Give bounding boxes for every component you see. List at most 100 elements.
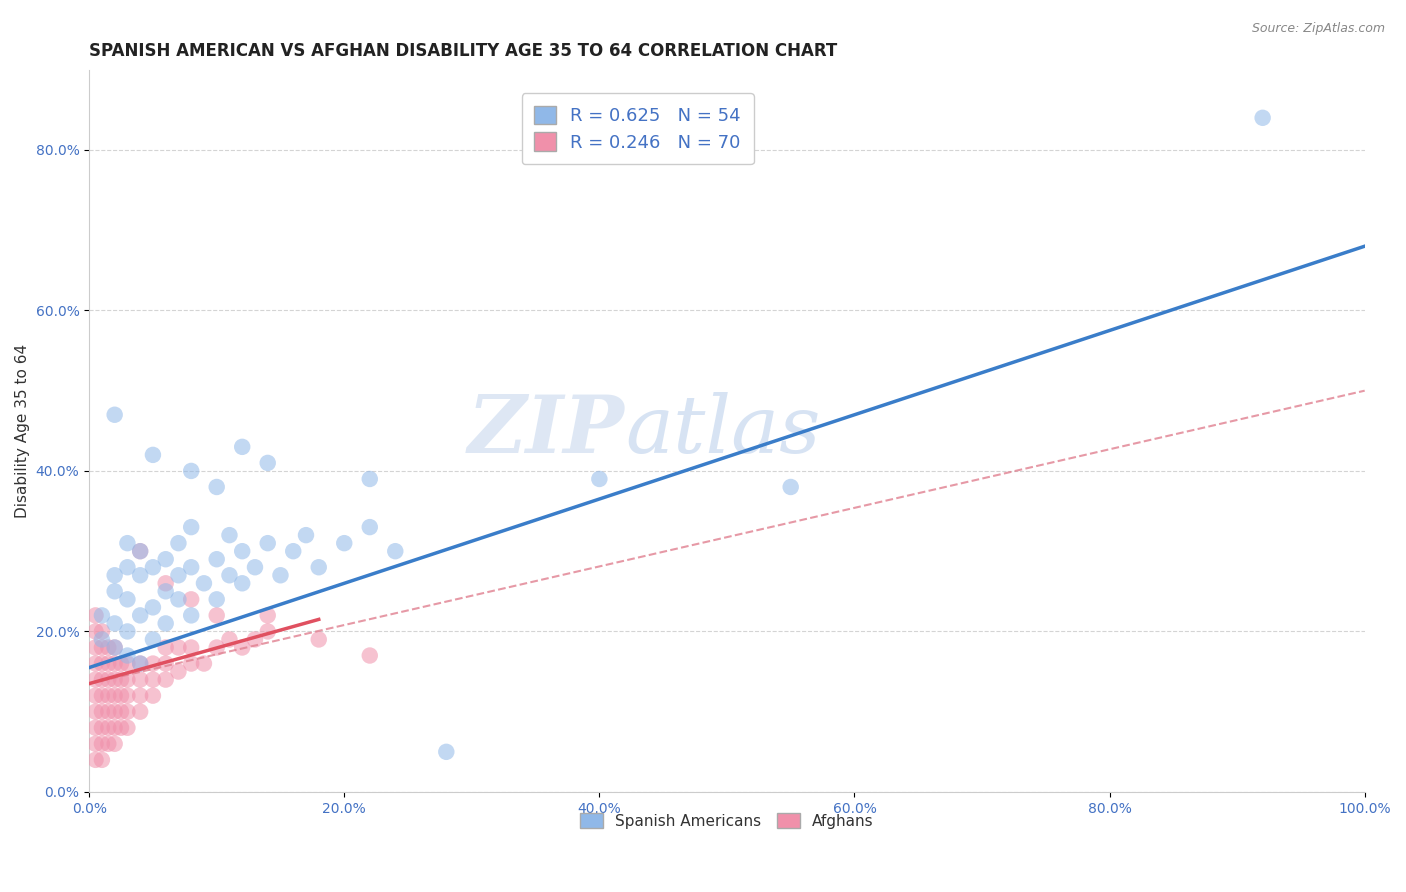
Point <box>359 648 381 663</box>
Point <box>180 608 202 623</box>
Point <box>90 705 112 719</box>
Point <box>142 560 165 574</box>
Point <box>231 544 253 558</box>
Point <box>84 753 107 767</box>
Point <box>167 640 190 655</box>
Point <box>193 576 215 591</box>
Text: Source: ZipAtlas.com: Source: ZipAtlas.com <box>1251 22 1385 36</box>
Point <box>205 552 228 566</box>
Point <box>104 689 127 703</box>
Point <box>104 721 127 735</box>
Point <box>104 408 127 422</box>
Point <box>117 657 139 671</box>
Point <box>90 624 112 639</box>
Point <box>180 640 202 655</box>
Point <box>84 705 107 719</box>
Point <box>142 632 165 647</box>
Point <box>205 608 228 623</box>
Point <box>218 568 240 582</box>
Point <box>110 705 132 719</box>
Point <box>84 673 107 687</box>
Point <box>155 616 177 631</box>
Point <box>167 568 190 582</box>
Point <box>90 737 112 751</box>
Point <box>218 528 240 542</box>
Point <box>90 721 112 735</box>
Point <box>155 657 177 671</box>
Point <box>129 689 152 703</box>
Legend: Spanish Americans, Afghans: Spanish Americans, Afghans <box>574 806 880 835</box>
Point <box>167 665 190 679</box>
Point <box>243 560 266 574</box>
Point <box>155 584 177 599</box>
Point <box>180 464 202 478</box>
Point <box>110 689 132 703</box>
Point <box>218 632 240 647</box>
Point <box>205 592 228 607</box>
Point <box>129 705 152 719</box>
Point <box>84 721 107 735</box>
Point <box>231 440 253 454</box>
Point <box>155 640 177 655</box>
Point <box>104 737 127 751</box>
Point <box>117 624 139 639</box>
Point <box>142 448 165 462</box>
Point <box>333 536 356 550</box>
Point <box>129 657 152 671</box>
Point <box>97 689 120 703</box>
Point <box>104 568 127 582</box>
Point <box>256 456 278 470</box>
Point <box>256 608 278 623</box>
Point <box>97 640 120 655</box>
Point <box>180 592 202 607</box>
Point <box>308 632 330 647</box>
Text: SPANISH AMERICAN VS AFGHAN DISABILITY AGE 35 TO 64 CORRELATION CHART: SPANISH AMERICAN VS AFGHAN DISABILITY AG… <box>89 42 838 60</box>
Point <box>384 544 406 558</box>
Point <box>142 657 165 671</box>
Point <box>129 544 152 558</box>
Point <box>129 568 152 582</box>
Point <box>359 520 381 534</box>
Point <box>231 640 253 655</box>
Point <box>104 657 127 671</box>
Point <box>104 640 127 655</box>
Point <box>155 673 177 687</box>
Point <box>90 608 112 623</box>
Point <box>205 640 228 655</box>
Point <box>308 560 330 574</box>
Point <box>269 568 291 582</box>
Point <box>90 632 112 647</box>
Point <box>84 640 107 655</box>
Point <box>90 640 112 655</box>
Y-axis label: Disability Age 35 to 64: Disability Age 35 to 64 <box>15 343 30 518</box>
Point <box>167 592 190 607</box>
Point <box>117 721 139 735</box>
Point <box>142 600 165 615</box>
Point <box>104 705 127 719</box>
Point <box>180 657 202 671</box>
Point <box>90 689 112 703</box>
Point <box>129 657 152 671</box>
Point <box>117 648 139 663</box>
Point <box>129 544 152 558</box>
Point <box>117 536 139 550</box>
Point <box>97 721 120 735</box>
Point <box>90 673 112 687</box>
Point <box>243 632 266 647</box>
Point <box>90 753 112 767</box>
Point <box>205 480 228 494</box>
Point <box>117 689 139 703</box>
Point <box>104 640 127 655</box>
Point <box>117 673 139 687</box>
Point <box>193 657 215 671</box>
Point <box>155 552 177 566</box>
Point <box>231 576 253 591</box>
Point <box>117 705 139 719</box>
Point <box>359 472 381 486</box>
Point <box>84 737 107 751</box>
Point <box>97 657 120 671</box>
Point <box>110 657 132 671</box>
Point <box>142 673 165 687</box>
Text: atlas: atlas <box>624 392 820 469</box>
Point <box>129 608 152 623</box>
